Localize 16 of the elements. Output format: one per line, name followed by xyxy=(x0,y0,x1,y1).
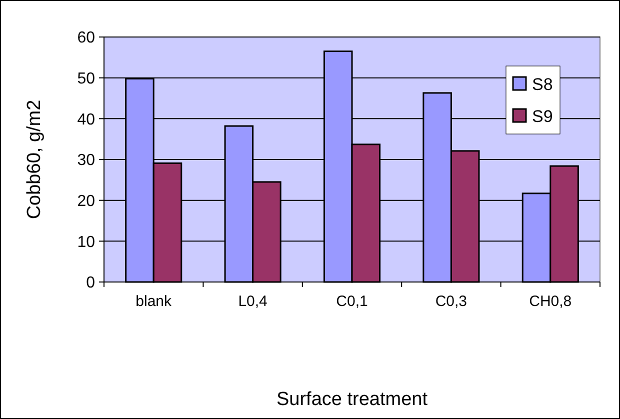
x-tick-label: C0,3 xyxy=(435,293,468,310)
x-tick-label: blank xyxy=(136,293,172,310)
y-tick-label: 50 xyxy=(77,70,96,88)
y-tick-label: 40 xyxy=(77,111,96,128)
x-tick-label: C0,1 xyxy=(336,293,368,310)
x-tick-label: L0,4 xyxy=(238,293,268,310)
y-axis-title: Cobb60, g/m2 xyxy=(24,100,45,220)
x-tick-label: CH0,8 xyxy=(529,293,572,310)
y-tick-label: 0 xyxy=(86,274,96,292)
y-tick-label: 60 xyxy=(77,30,96,47)
y-tick-label: 20 xyxy=(77,192,96,210)
x-axis-title: Surface treatment xyxy=(276,389,428,410)
legend-label: S9 xyxy=(532,106,553,126)
legend-label: S8 xyxy=(532,74,553,94)
y-tick-label: 30 xyxy=(77,152,96,170)
y-tick-label: 10 xyxy=(77,234,96,251)
